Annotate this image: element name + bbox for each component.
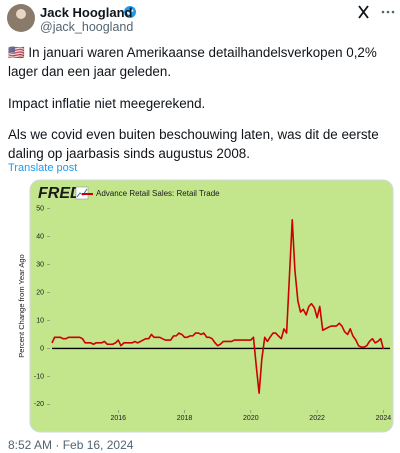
y-tick-label: -10 — [34, 373, 44, 380]
x-tick-label: 2018 — [177, 415, 193, 422]
data-line — [51, 218, 385, 395]
tweet-header-icons — [7, 4, 395, 32]
y-tick-label: 30 — [36, 261, 44, 268]
x-tick-label: 2020 — [243, 415, 259, 422]
timestamp[interactable]: 8:52 AM · Feb 16, 2024 — [8, 438, 134, 452]
x-tick-label: 2024 — [376, 415, 392, 422]
post-text: Impact inflatie niet meegerekend. — [8, 96, 206, 111]
author-handle[interactable]: @jack_hoogland — [40, 20, 134, 34]
verified-check — [126, 9, 134, 16]
more-menu[interactable] — [381, 10, 395, 14]
y-tick-label: 50 — [36, 205, 44, 212]
post-text: Als we covid even buiten beschouwing lat… — [8, 127, 379, 161]
x-tick-label: 2022 — [309, 415, 325, 422]
y-tick-label: 10 — [36, 317, 44, 324]
logo-icon-line — [76, 188, 88, 198]
fred-logo: FRED — [38, 185, 82, 202]
y-tick-label: 20 — [36, 289, 44, 296]
y-tick-label: 40 — [36, 233, 44, 240]
avatar-face — [16, 9, 26, 19]
x-tick-label: 2016 — [110, 415, 126, 422]
translate-link[interactable]: Translate post — [8, 162, 78, 174]
y-axis-label: Percent Change from Year Ago — [17, 254, 26, 357]
y-tick-label: -20 — [34, 401, 44, 408]
legend-label: Advance Retail Sales: Retail Trade — [96, 189, 220, 198]
chart: FRED Advance Retail Sales: Retail Trade … — [17, 179, 394, 433]
chart-background — [29, 179, 394, 433]
author-name[interactable]: Jack Hoogland — [40, 5, 133, 20]
post-text: 🇺🇸 In januari waren Amerikaanse detailha… — [8, 45, 377, 79]
x-logo[interactable] — [358, 5, 369, 19]
y-tick-label: 0 — [40, 345, 44, 352]
